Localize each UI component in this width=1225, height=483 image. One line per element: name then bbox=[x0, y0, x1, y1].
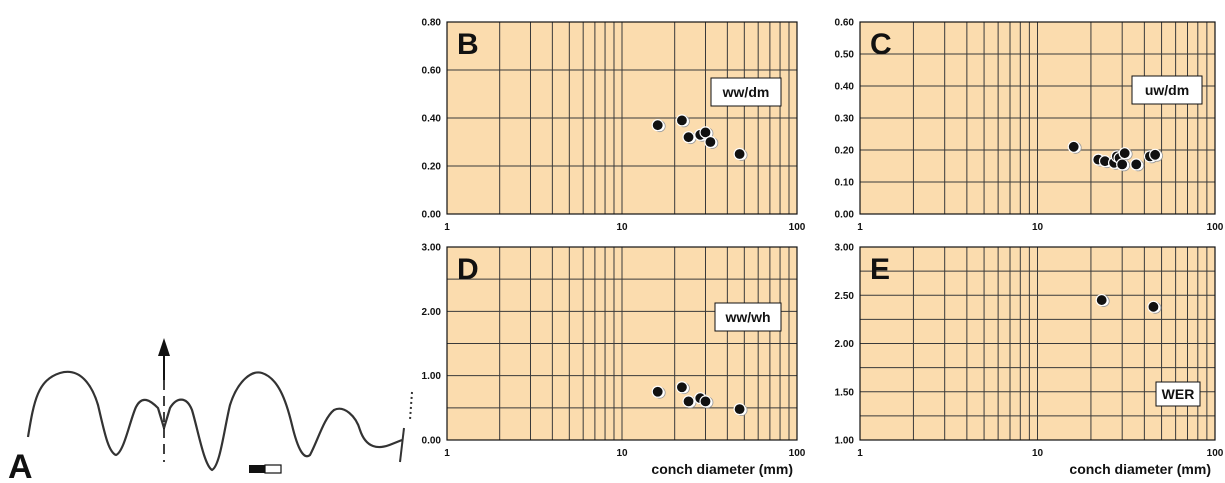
panel-letter: C bbox=[870, 28, 892, 61]
scale-bar-black bbox=[249, 465, 265, 473]
data-point bbox=[651, 119, 664, 132]
plot-frame bbox=[859, 246, 1216, 441]
direction-arrow-icon bbox=[158, 338, 170, 356]
data-point bbox=[1116, 158, 1129, 171]
ratio-label-box bbox=[710, 77, 782, 107]
y-tick-label: 0.20 bbox=[835, 146, 855, 157]
data-point bbox=[733, 403, 746, 416]
panel-a-letter: A bbox=[8, 448, 33, 483]
panel-letter: D bbox=[457, 253, 479, 286]
ratio-label-box bbox=[1155, 381, 1201, 407]
data-point bbox=[733, 147, 746, 161]
ratio-label: ww/wh bbox=[724, 309, 770, 325]
break-dots bbox=[409, 391, 413, 421]
data-point bbox=[1149, 148, 1162, 161]
ratio-label: WER bbox=[1162, 386, 1195, 402]
data-point bbox=[1095, 293, 1108, 307]
panel-d-chart: 0.00 1.00 2.00 3.00 1 10 100 conch diameter (mm… bbox=[422, 243, 806, 478]
y-tick-label: 0.30 bbox=[835, 114, 855, 125]
panel-e-chart: 1.00 1.50 2.00 2.50 3.00 1 10 100 conch diameter… bbox=[835, 243, 1224, 478]
y-tick-label: 1.50 bbox=[835, 387, 855, 398]
y-tick-label: 0.60 bbox=[835, 18, 855, 29]
x-tick-label: 10 bbox=[1032, 222, 1044, 233]
data-point bbox=[1147, 300, 1160, 313]
data-point bbox=[1130, 158, 1143, 171]
y-tick-label: 1.00 bbox=[422, 371, 442, 382]
ratio-label: uw/dm bbox=[1145, 82, 1189, 98]
x-axis-label: conch diameter (mm) bbox=[1069, 461, 1211, 477]
scale-bar-white bbox=[264, 464, 282, 474]
x-tick-label: 1 bbox=[857, 222, 863, 233]
y-tick-label: 3.00 bbox=[835, 243, 855, 254]
data-point bbox=[1118, 147, 1131, 160]
ratio-label-box bbox=[714, 302, 782, 332]
y-tick-label: 0.40 bbox=[835, 82, 855, 93]
x-tick-label: 10 bbox=[616, 448, 628, 459]
x-tick-label: 100 bbox=[1207, 448, 1224, 459]
y-tick-label: 0.60 bbox=[422, 66, 442, 77]
ratio-label-box bbox=[1131, 75, 1203, 105]
data-point bbox=[675, 114, 689, 127]
y-tick-label: 1.00 bbox=[835, 436, 855, 447]
y-tick-label: 3.00 bbox=[422, 243, 442, 254]
data-point bbox=[682, 395, 695, 408]
panel-a-suture-drawing: A bbox=[8, 338, 413, 483]
panel-b-chart: 0.00 0.20 0.40 0.60 0.80 1 10 100 Bww/dm bbox=[422, 18, 806, 234]
plot-frame bbox=[859, 21, 1216, 215]
x-tick-label: 100 bbox=[1207, 222, 1224, 233]
data-point bbox=[704, 135, 717, 149]
y-tick-label: 0.00 bbox=[835, 210, 855, 221]
panel-c-chart: 0.00 0.10 0.20 0.30 0.40 0.50 0.60 1 10 100 Cuw/dm bbox=[835, 18, 1224, 234]
panel-letter: B bbox=[457, 28, 479, 61]
y-tick-label: 0.10 bbox=[835, 178, 855, 189]
y-tick-label: 0.80 bbox=[422, 18, 442, 29]
x-tick-label: 1 bbox=[444, 222, 450, 233]
y-tick-label: 2.00 bbox=[422, 307, 442, 318]
suture-line bbox=[26, 370, 403, 472]
data-point bbox=[651, 385, 664, 398]
data-point bbox=[682, 131, 695, 144]
x-tick-label: 10 bbox=[1032, 448, 1044, 459]
x-tick-label: 1 bbox=[444, 448, 450, 459]
x-tick-label: 1 bbox=[857, 448, 863, 459]
data-point bbox=[699, 126, 712, 139]
y-tick-label: 0.00 bbox=[422, 210, 442, 221]
x-axis-label: conch diameter (mm) bbox=[651, 461, 793, 477]
panel-letter: E bbox=[870, 253, 890, 286]
y-tick-label: 0.40 bbox=[422, 114, 442, 125]
scatter-panels: 0.00 0.20 0.40 0.60 0.80 1 10 100 Bww/dm 0.00 0.10… bbox=[422, 18, 1224, 478]
data-point bbox=[675, 381, 689, 394]
break-mark bbox=[399, 427, 405, 463]
plot-frame bbox=[446, 21, 798, 215]
y-tick-label: 0.00 bbox=[422, 436, 442, 447]
x-tick-label: 100 bbox=[789, 448, 806, 459]
y-tick-label: 2.00 bbox=[835, 339, 855, 350]
plot-frame bbox=[446, 246, 798, 441]
y-tick-label: 0.50 bbox=[835, 50, 855, 61]
y-tick-label: 0.20 bbox=[422, 162, 442, 173]
data-point bbox=[1067, 140, 1080, 153]
data-point bbox=[699, 395, 712, 408]
x-tick-label: 10 bbox=[616, 222, 628, 233]
y-tick-label: 2.50 bbox=[835, 291, 855, 302]
ratio-label: ww/dm bbox=[722, 84, 770, 100]
x-tick-label: 100 bbox=[789, 222, 806, 233]
